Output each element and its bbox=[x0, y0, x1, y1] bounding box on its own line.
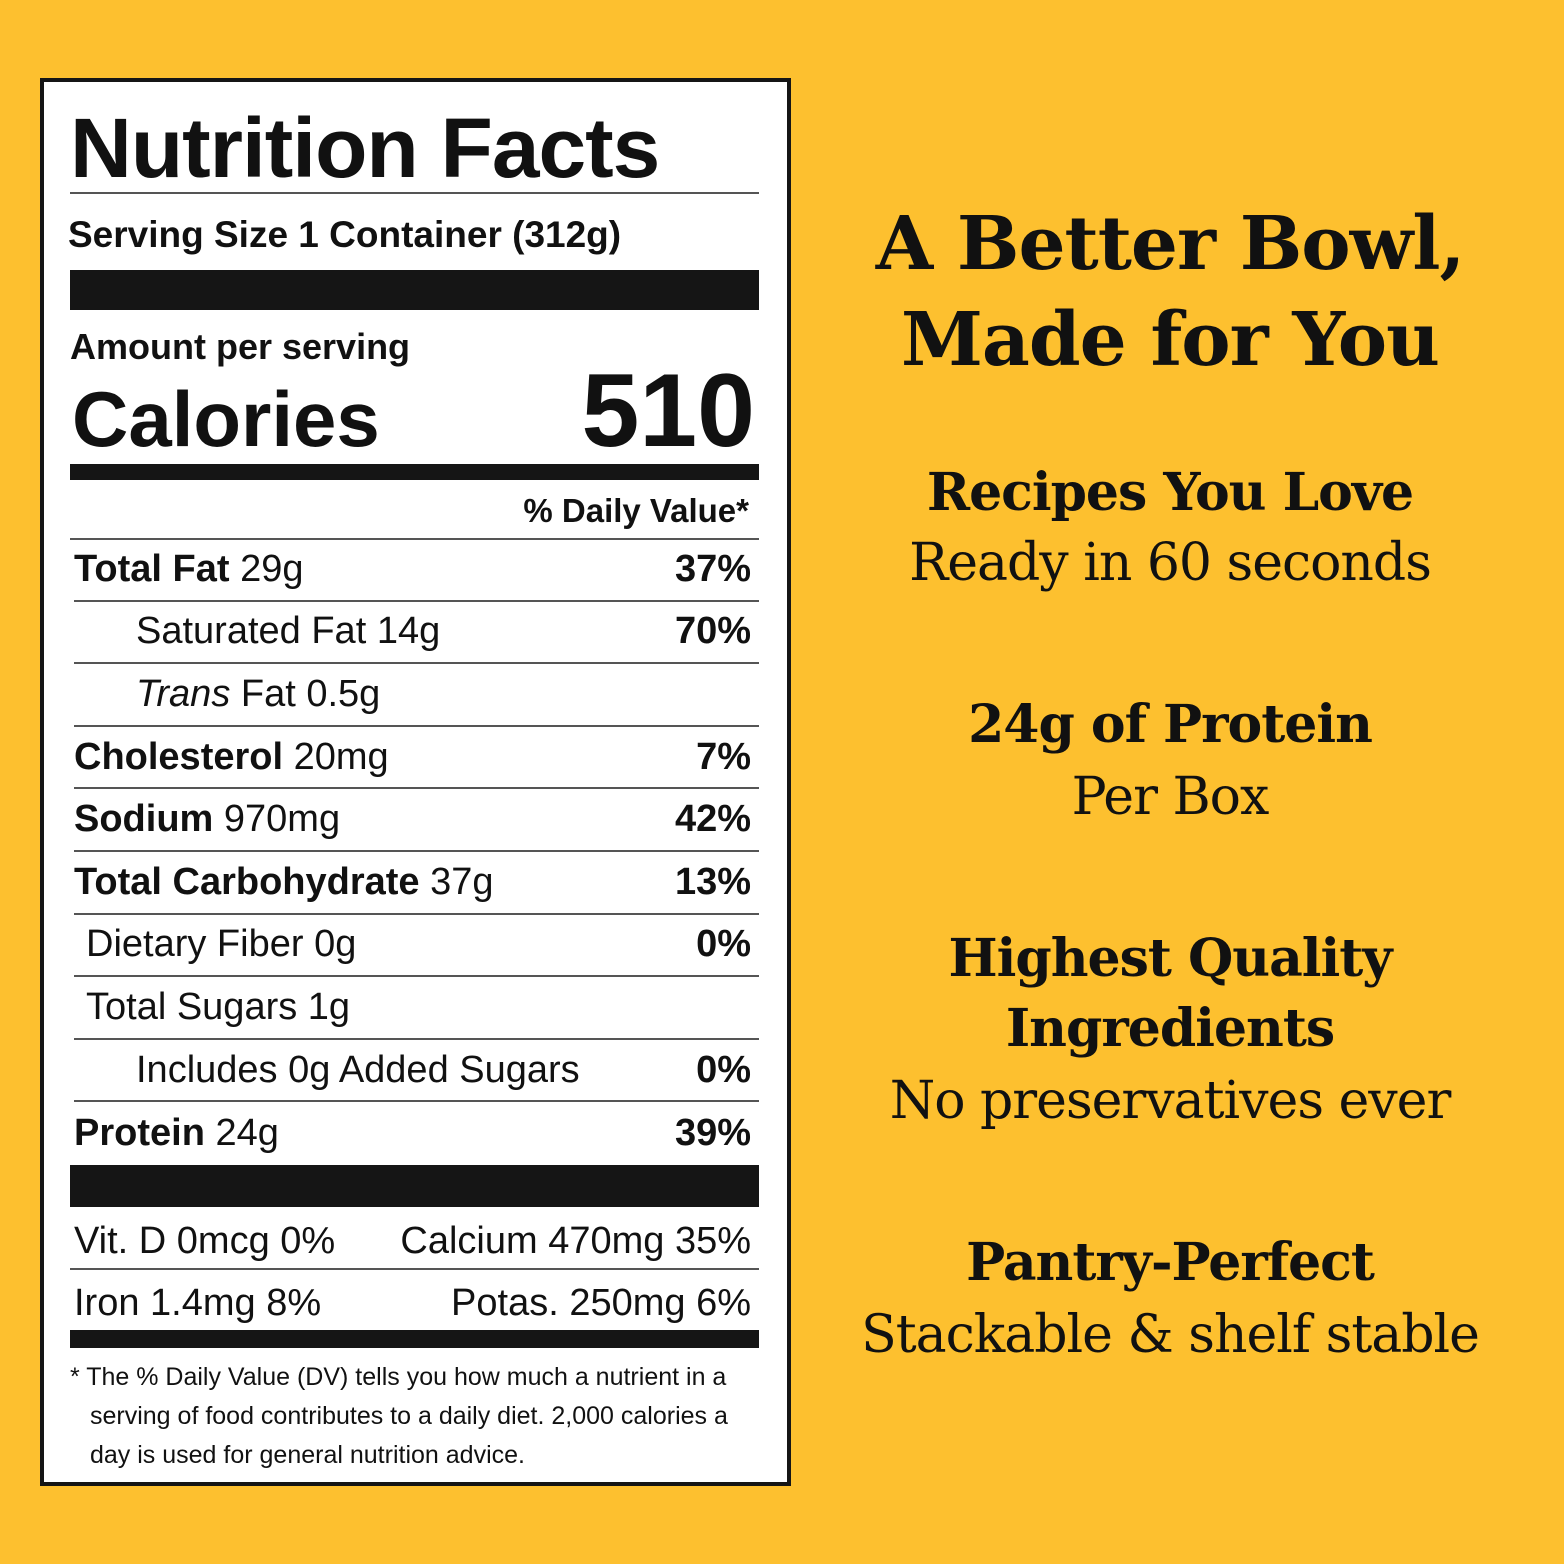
nutrition-facts-label: Nutrition Facts Serving Size 1 Container… bbox=[40, 78, 791, 1486]
feature-subtitle: Per Box bbox=[1071, 767, 1270, 827]
thick-bar bbox=[70, 270, 759, 310]
nutrient-row: Cholesterol 20mg 7% bbox=[74, 727, 759, 790]
nutrient-daily-value: 0% bbox=[696, 923, 751, 966]
nutrient-daily-value: 39% bbox=[674, 1112, 751, 1155]
feature-title: Recipes You Love bbox=[926, 462, 1414, 523]
label-title: Nutrition Facts bbox=[70, 101, 660, 195]
nutrient-row: Sodium 970mg 42% bbox=[74, 789, 759, 852]
nutrient-row: Total Carbohydrate 37g 13% bbox=[74, 852, 759, 915]
nutrient-daily-value: 42% bbox=[674, 798, 751, 841]
nutrient-row: Protein 24g 39% bbox=[74, 1102, 759, 1165]
feature-title-2: Ingredients bbox=[1005, 998, 1335, 1059]
nutrient-amount: 1g bbox=[307, 985, 351, 1028]
feature-title: 24g of Protein bbox=[968, 694, 1373, 755]
iron: Iron 1.4mg 8% bbox=[74, 1282, 322, 1324]
divider bbox=[70, 538, 759, 540]
feature-subtitle: Ready in 60 seconds bbox=[909, 533, 1432, 593]
nutrient-name: Dietary Fiber bbox=[86, 923, 304, 966]
feature-title: Pantry-Perfect bbox=[966, 1232, 1375, 1293]
vitamin-d: Vit. D 0mcg 0% bbox=[74, 1220, 336, 1262]
mineral-row: Iron 1.4mg 8% Potas. 250mg 6% bbox=[74, 1282, 751, 1325]
nutrient-name: Total Fat bbox=[74, 547, 230, 590]
nutrient-row: Trans Fat 0.5g bbox=[74, 664, 759, 727]
nutrient-name: Total Sugars bbox=[86, 985, 298, 1028]
nutrient-rows: Total Fat 29g 37% Saturated Fat 14g 70% Tran… bbox=[74, 539, 759, 1165]
nutrient-row: Saturated Fat 14g 70% bbox=[74, 602, 759, 665]
nutrient-daily-value: 7% bbox=[696, 735, 751, 778]
serving-size: Serving Size 1 Container (312g) bbox=[68, 214, 622, 255]
daily-value-header: % Daily Value* bbox=[523, 492, 749, 529]
nutrient-amount: 0g bbox=[314, 923, 357, 966]
calories-label: Calories bbox=[72, 375, 380, 463]
nutrient-amount: Fat 0.5g bbox=[240, 672, 381, 715]
nutrient-daily-value: 0% bbox=[696, 1048, 751, 1091]
nutrient-name: Cholesterol bbox=[74, 735, 284, 778]
vitamin-row: Vit. D 0mcg 0% Calcium 470mg 35% bbox=[74, 1220, 751, 1263]
nutrient-daily-value: 70% bbox=[674, 610, 751, 653]
potassium: Potas. 250mg 6% bbox=[451, 1282, 751, 1324]
headline-line-1: A Better Bowl, bbox=[875, 201, 1465, 287]
nutrient-name: Trans bbox=[136, 672, 231, 715]
nutrient-name: Total Carbohydrate bbox=[74, 860, 420, 903]
medium-bar bbox=[70, 1330, 759, 1348]
feature-subtitle: Stackable & shelf stable bbox=[861, 1305, 1480, 1365]
calcium: Calcium 470mg 35% bbox=[400, 1220, 751, 1262]
thick-bar bbox=[70, 1165, 759, 1207]
nutrient-name: Saturated Fat bbox=[136, 610, 367, 653]
amount-per-serving: Amount per serving bbox=[70, 326, 411, 367]
nutrient-amount: 14g bbox=[376, 610, 441, 653]
nutrient-daily-value: 37% bbox=[674, 547, 751, 590]
nutrient-amount: 37g bbox=[430, 860, 494, 903]
calories-value: 510 bbox=[581, 353, 755, 469]
nutrient-row: Total Sugars 1g bbox=[74, 977, 759, 1040]
nutrient-amount: 970mg bbox=[223, 798, 341, 841]
nutrient-name: Includes 0g Added Sugars bbox=[136, 1048, 580, 1091]
nutrient-amount: 29g bbox=[240, 547, 304, 590]
nutrient-row: Dietary Fiber 0g 0% bbox=[74, 915, 759, 978]
feature-title: Highest Quality bbox=[948, 928, 1392, 989]
nutrient-daily-value: 13% bbox=[674, 860, 751, 903]
nutrient-amount: 24g bbox=[215, 1112, 279, 1155]
divider bbox=[70, 192, 759, 194]
nutrient-row: Includes 0g Added Sugars 0% bbox=[74, 1040, 759, 1103]
nutrient-name: Protein bbox=[74, 1112, 205, 1155]
nutrient-row: Total Fat 29g 37% bbox=[74, 539, 759, 602]
feature-subtitle: No preservatives ever bbox=[889, 1071, 1452, 1131]
divider bbox=[70, 1268, 759, 1270]
medium-bar bbox=[70, 464, 759, 480]
headline-line-2: Made for You bbox=[901, 297, 1440, 383]
footnote: * The % Daily Value (DV) tells you how m… bbox=[70, 1363, 728, 1469]
nutrient-name: Sodium bbox=[74, 798, 214, 841]
nutrient-amount: 20mg bbox=[293, 735, 389, 778]
